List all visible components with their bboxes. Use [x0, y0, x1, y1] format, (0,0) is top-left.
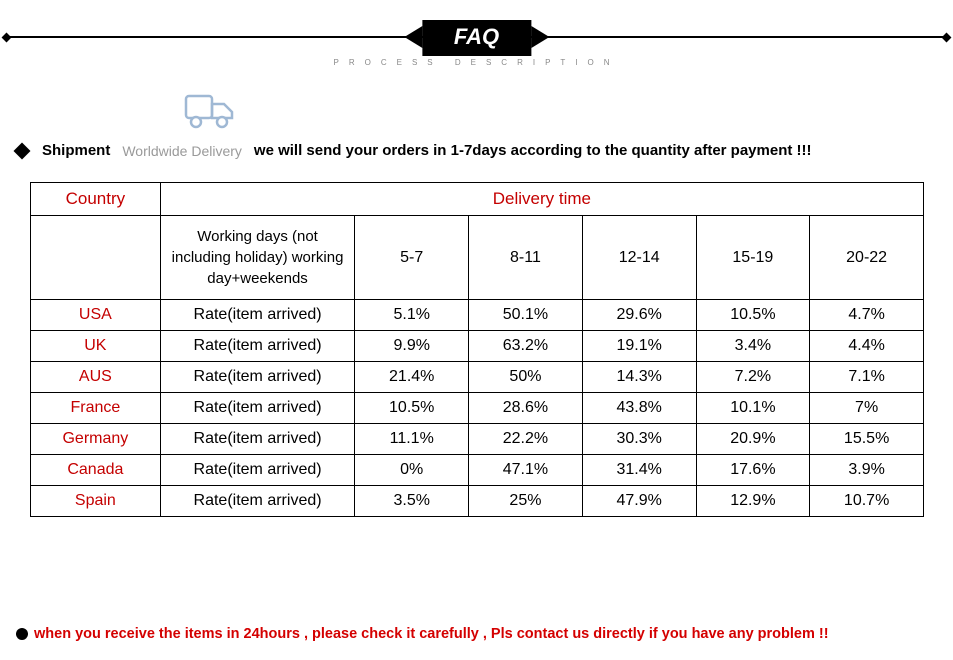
- range-cell: 20-22: [810, 216, 924, 300]
- shipment-row: Shipment Worldwide Delivery we will send…: [16, 142, 812, 159]
- country-cell: USA: [31, 300, 161, 331]
- table-row: FranceRate(item arrived)10.5%28.6%43.8%1…: [31, 393, 924, 424]
- rate-cell: 7.1%: [810, 362, 924, 393]
- rate-cell: 7%: [810, 393, 924, 424]
- rate-cell: 12.9%: [696, 486, 810, 517]
- rate-label-cell: Rate(item arrived): [160, 393, 355, 424]
- table-row: CanadaRate(item arrived)0%47.1%31.4%17.6…: [31, 455, 924, 486]
- table-header-row: Country Delivery time: [31, 183, 924, 216]
- footer-warning-text: when you receive the items in 24hours , …: [34, 626, 829, 642]
- rate-cell: 15.5%: [810, 424, 924, 455]
- rate-cell: 3.4%: [696, 331, 810, 362]
- rate-cell: 50%: [469, 362, 583, 393]
- rate-cell: 14.3%: [582, 362, 696, 393]
- table-row: USARate(item arrived)5.1%50.1%29.6%10.5%…: [31, 300, 924, 331]
- rate-cell: 31.4%: [582, 455, 696, 486]
- rate-cell: 29.6%: [582, 300, 696, 331]
- diamond-bullet-icon: [14, 142, 31, 159]
- rate-cell: 17.6%: [696, 455, 810, 486]
- country-cell: Germany: [31, 424, 161, 455]
- table-row: AUSRate(item arrived)21.4%50%14.3%7.2%7.…: [31, 362, 924, 393]
- country-cell: France: [31, 393, 161, 424]
- rate-label-cell: Rate(item arrived): [160, 331, 355, 362]
- delivery-time-table: Country Delivery time Working days (not …: [30, 182, 924, 517]
- rate-cell: 0%: [355, 455, 469, 486]
- table-row: GermanyRate(item arrived)11.1%22.2%30.3%…: [31, 424, 924, 455]
- rate-cell: 22.2%: [469, 424, 583, 455]
- rate-cell: 20.9%: [696, 424, 810, 455]
- rate-cell: 4.4%: [810, 331, 924, 362]
- shipment-label: Shipment: [42, 142, 110, 159]
- rate-cell: 43.8%: [582, 393, 696, 424]
- rate-cell: 11.1%: [355, 424, 469, 455]
- country-cell: UK: [31, 331, 161, 362]
- rate-cell: 19.1%: [582, 331, 696, 362]
- range-cell: 5-7: [355, 216, 469, 300]
- rate-label-cell: Rate(item arrived): [160, 486, 355, 517]
- rate-label-cell: Rate(item arrived): [160, 300, 355, 331]
- rate-cell: 28.6%: [469, 393, 583, 424]
- faq-banner: FAQ PROCESS DESCRIPTION: [0, 6, 953, 76]
- rate-cell: 47.1%: [469, 455, 583, 486]
- rate-cell: 9.9%: [355, 331, 469, 362]
- range-cell: 8-11: [469, 216, 583, 300]
- rate-cell: 4.7%: [810, 300, 924, 331]
- table-ranges-row: Working days (not including holiday) wor…: [31, 216, 924, 300]
- circle-bullet-icon: [16, 628, 28, 640]
- rate-label-cell: Rate(item arrived): [160, 362, 355, 393]
- rate-cell: 50.1%: [469, 300, 583, 331]
- rate-cell: 47.9%: [582, 486, 696, 517]
- rate-cell: 10.5%: [355, 393, 469, 424]
- country-cell: Spain: [31, 486, 161, 517]
- country-cell: Canada: [31, 455, 161, 486]
- rate-cell: 30.3%: [582, 424, 696, 455]
- banner-subtitle: PROCESS DESCRIPTION: [333, 58, 619, 67]
- shipment-notice: we will send your orders in 1-7days acco…: [254, 142, 812, 159]
- rate-cell: 3.9%: [810, 455, 924, 486]
- rate-cell: 3.5%: [355, 486, 469, 517]
- worldwide-delivery-label: Worldwide Delivery: [122, 143, 242, 159]
- rate-label-cell: Rate(item arrived): [160, 455, 355, 486]
- rate-cell: 10.1%: [696, 393, 810, 424]
- range-cell: 15-19: [696, 216, 810, 300]
- truck-icon: [184, 92, 236, 135]
- table-row: SpainRate(item arrived)3.5%25%47.9%12.9%…: [31, 486, 924, 517]
- header-country: Country: [31, 183, 161, 216]
- rate-cell: 10.7%: [810, 486, 924, 517]
- faq-ribbon: FAQ: [422, 20, 531, 56]
- rate-cell: 10.5%: [696, 300, 810, 331]
- rate-label-cell: Rate(item arrived): [160, 424, 355, 455]
- rate-cell: 63.2%: [469, 331, 583, 362]
- range-cell: 12-14: [582, 216, 696, 300]
- rate-cell: 21.4%: [355, 362, 469, 393]
- footer-note: when you receive the items in 24hours , …: [16, 626, 829, 642]
- table-row: UKRate(item arrived)9.9%63.2%19.1%3.4%4.…: [31, 331, 924, 362]
- rate-cell: 7.2%: [696, 362, 810, 393]
- empty-cell: [31, 216, 161, 300]
- rate-cell: 25%: [469, 486, 583, 517]
- rate-cell: 5.1%: [355, 300, 469, 331]
- working-days-desc: Working days (not including holiday) wor…: [160, 216, 355, 300]
- country-cell: AUS: [31, 362, 161, 393]
- header-delivery-time: Delivery time: [160, 183, 923, 216]
